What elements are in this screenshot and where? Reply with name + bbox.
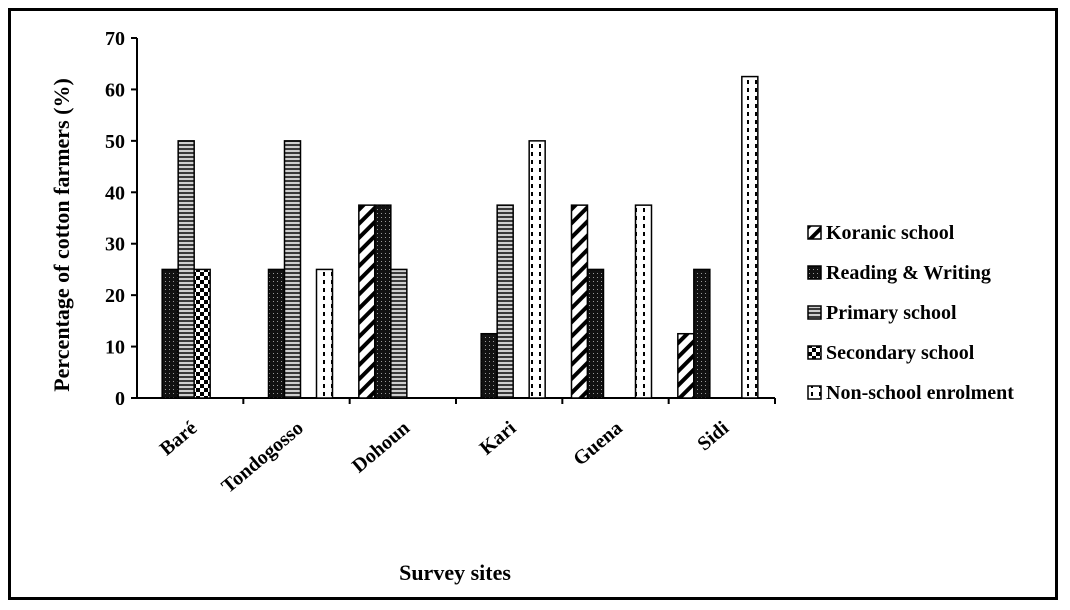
y-tick-label: 0 [115,388,125,410]
legend-label: Secondary school [826,342,975,364]
y-tick-label: 20 [105,285,125,307]
y-tick-label: 10 [105,337,125,359]
y-tick-label: 60 [105,79,125,101]
bar [315,268,334,399]
legend-swatch [807,265,822,280]
bar [693,268,711,399]
bar [177,140,195,399]
legend-swatch [807,345,822,360]
y-tick-label: 40 [105,182,125,204]
bar [741,75,759,399]
bar [283,140,302,399]
bar [528,140,546,399]
x-tick-label: Dohoun [348,417,414,477]
bar [193,268,211,399]
x-axis-title: Survey sites [399,560,511,585]
bars-group [161,75,759,399]
bar [267,268,286,399]
bar [634,204,653,399]
legend-swatch [807,385,822,400]
y-tick-label: 70 [105,28,125,50]
x-tick-labels: Baré Tondogosso Dohoun Kari Guena Sidi [156,417,734,498]
x-tick-label: Sidi [693,417,733,456]
bar [677,332,695,399]
legend-label: Reading & Writing [826,262,991,284]
bar [374,204,392,399]
x-tick-label: Kari [476,417,521,460]
bar [358,204,376,399]
legend-swatch [807,225,822,240]
y-tick-label: 30 [105,234,125,256]
bar [496,204,514,399]
legend-label: Non-school enrolment [826,382,1014,404]
legend-label: Koranic school [826,222,955,244]
legend: Koranic school Reading & Writing Primary s… [807,222,1014,404]
x-tick-label: Tondogosso [217,417,307,498]
y-axis-title: Percentage of cotton farmers (%) [49,78,74,392]
bar [390,268,408,399]
x-tick-label: Guena [569,417,627,470]
bar [586,268,605,399]
y-tick-label: 50 [105,131,125,153]
bar [570,204,589,399]
axes-group: 0 10 20 30 40 50 60 70 [105,28,776,410]
legend-swatch [807,305,822,320]
bar [480,332,498,399]
bar [161,268,179,399]
legend-label: Primary school [826,302,957,324]
x-tick-label: Baré [156,417,202,460]
